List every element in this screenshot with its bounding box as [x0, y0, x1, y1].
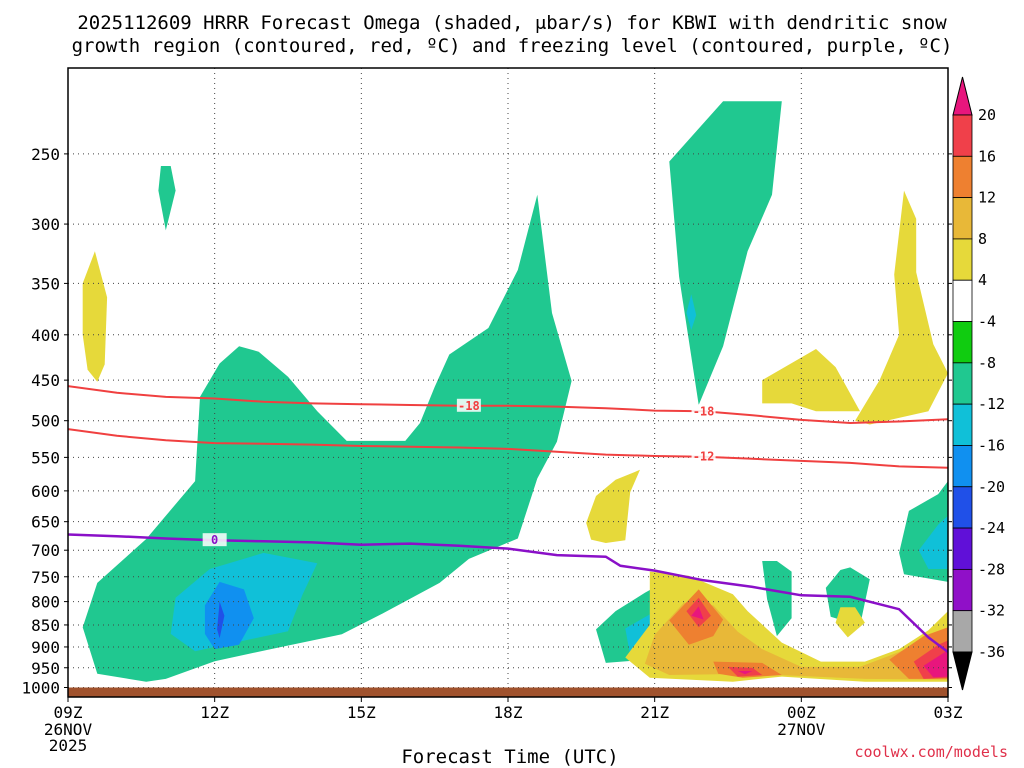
omega-region-26	[691, 606, 704, 620]
x-tick-label-12Z: 12Z	[200, 703, 229, 722]
x-tick-label-15Z: 15Z	[347, 703, 376, 722]
omega-region-14	[586, 469, 640, 543]
plot-area: -18 -18 -12 0	[68, 68, 948, 697]
colorbar-label-8: -16	[978, 436, 1005, 454]
colorbar-bottom-triangle	[952, 651, 973, 691]
colorbar-label-0: 20	[978, 106, 996, 124]
colorbar-swatch-8	[952, 445, 973, 488]
contour-label-bg-2	[691, 449, 716, 463]
y-tick-label-700: 700	[31, 541, 60, 560]
y-tick-label-450: 450	[31, 371, 60, 390]
contour-dgz_minus12	[68, 428, 948, 469]
contour-dgz_minus18	[68, 385, 948, 425]
x-tick-label-18Z: 18Z	[494, 703, 523, 722]
y-tick-label-850: 850	[31, 616, 60, 635]
contour-label-2: -12	[693, 450, 715, 464]
chart-title-line1: 2025112609 HRRR Forecast Omega (shaded, …	[77, 12, 947, 34]
omega-region-7	[669, 101, 782, 405]
colorbar-label-2: 12	[978, 189, 996, 207]
colorbar-label-9: -20	[978, 478, 1005, 496]
x-tick-label-09Z: 09Z	[54, 703, 83, 722]
omega-region-3	[217, 601, 225, 639]
credit-text: coolwx.com/models	[854, 743, 1008, 761]
y-tick-label-250: 250	[31, 145, 60, 164]
omega-region-13	[82, 251, 108, 382]
y-tick-label-300: 300	[31, 215, 60, 234]
y-tick-label-900: 900	[31, 638, 60, 657]
contour-label-bg-0	[456, 398, 481, 412]
y-tick-label-500: 500	[31, 412, 60, 431]
colorbar-swatch-1	[952, 155, 973, 199]
y-tick-label-400: 400	[31, 326, 60, 345]
colorbar-label-10: -24	[978, 519, 1005, 537]
colorbar-top-triangle	[952, 76, 973, 116]
y-tick-label-550: 550	[31, 448, 60, 467]
omega-region-12	[918, 515, 948, 569]
chart-title-line2: growth region (contoured, red, ºC) and f…	[72, 35, 953, 57]
colorbar-swatch-10	[952, 527, 973, 570]
omega-region-9	[762, 561, 792, 637]
x-tick-label-00Z: 00Z	[787, 703, 816, 722]
surface-terrain	[68, 687, 948, 697]
contour-label-bg-3	[202, 533, 227, 547]
omega-region-28	[923, 650, 948, 678]
colorbar-label-4: 4	[978, 271, 987, 289]
colorbar-swatch-9	[952, 486, 973, 529]
colorbar-swatch-5	[952, 321, 973, 364]
colorbar-swatch-4	[952, 279, 973, 322]
x-axis-label: Forecast Time (UTC)	[401, 746, 618, 768]
omega-region-8	[686, 294, 697, 330]
contour-label-0: -18	[458, 399, 480, 413]
omega-region-27	[737, 671, 753, 675]
y-tick-label-600: 600	[31, 482, 60, 501]
colorbar-label-13: -36	[978, 643, 1005, 661]
contour-freezing_level	[68, 533, 948, 654]
colorbar-swatch-0	[952, 114, 973, 157]
contour-label-3: 0	[211, 533, 218, 547]
y-tick-label-750: 750	[31, 568, 60, 587]
x-tick-label-03Z: 03Z	[934, 703, 963, 722]
y-tick-label-800: 800	[31, 593, 60, 612]
x-date-label-1-0: 27NOV	[777, 720, 826, 739]
colorbar-swatch-6	[952, 362, 973, 405]
colorbar-swatch-12	[952, 610, 973, 653]
y-tick-label-650: 650	[31, 513, 60, 532]
omega-region-17	[835, 607, 865, 638]
omega-region-2	[204, 581, 254, 650]
colorbar-swatch-11	[952, 568, 973, 612]
colorbar-swatch-3	[952, 238, 973, 281]
x-date-label-0-1: 2025	[49, 736, 88, 755]
x-date-label-0-0: 26NOV	[44, 720, 93, 739]
colorbar-label-12: -32	[978, 602, 1005, 620]
omega-region-6	[158, 166, 176, 231]
contour-label-1: -18	[693, 404, 715, 418]
colorbar-label-7: -12	[978, 395, 1005, 413]
colorbar-label-1: 16	[978, 147, 996, 165]
omega-region-0	[82, 194, 572, 682]
colorbar-label-3: 8	[978, 230, 987, 248]
y-tick-label-950: 950	[31, 659, 60, 678]
contour-label-bg-1	[691, 404, 716, 418]
colorbar-label-6: -8	[978, 354, 996, 372]
omega-region-16	[855, 190, 948, 425]
colorbar-label-5: -4	[978, 313, 996, 331]
colorbar-label-11: -28	[978, 560, 1005, 578]
omega-region-15	[762, 349, 860, 412]
colorbar-swatch-7	[952, 403, 973, 446]
y-tick-label-1000: 1000	[21, 678, 60, 697]
colorbar-swatch-2	[952, 197, 973, 240]
y-tick-label-350: 350	[31, 274, 60, 293]
x-tick-label-21Z: 21Z	[640, 703, 669, 722]
